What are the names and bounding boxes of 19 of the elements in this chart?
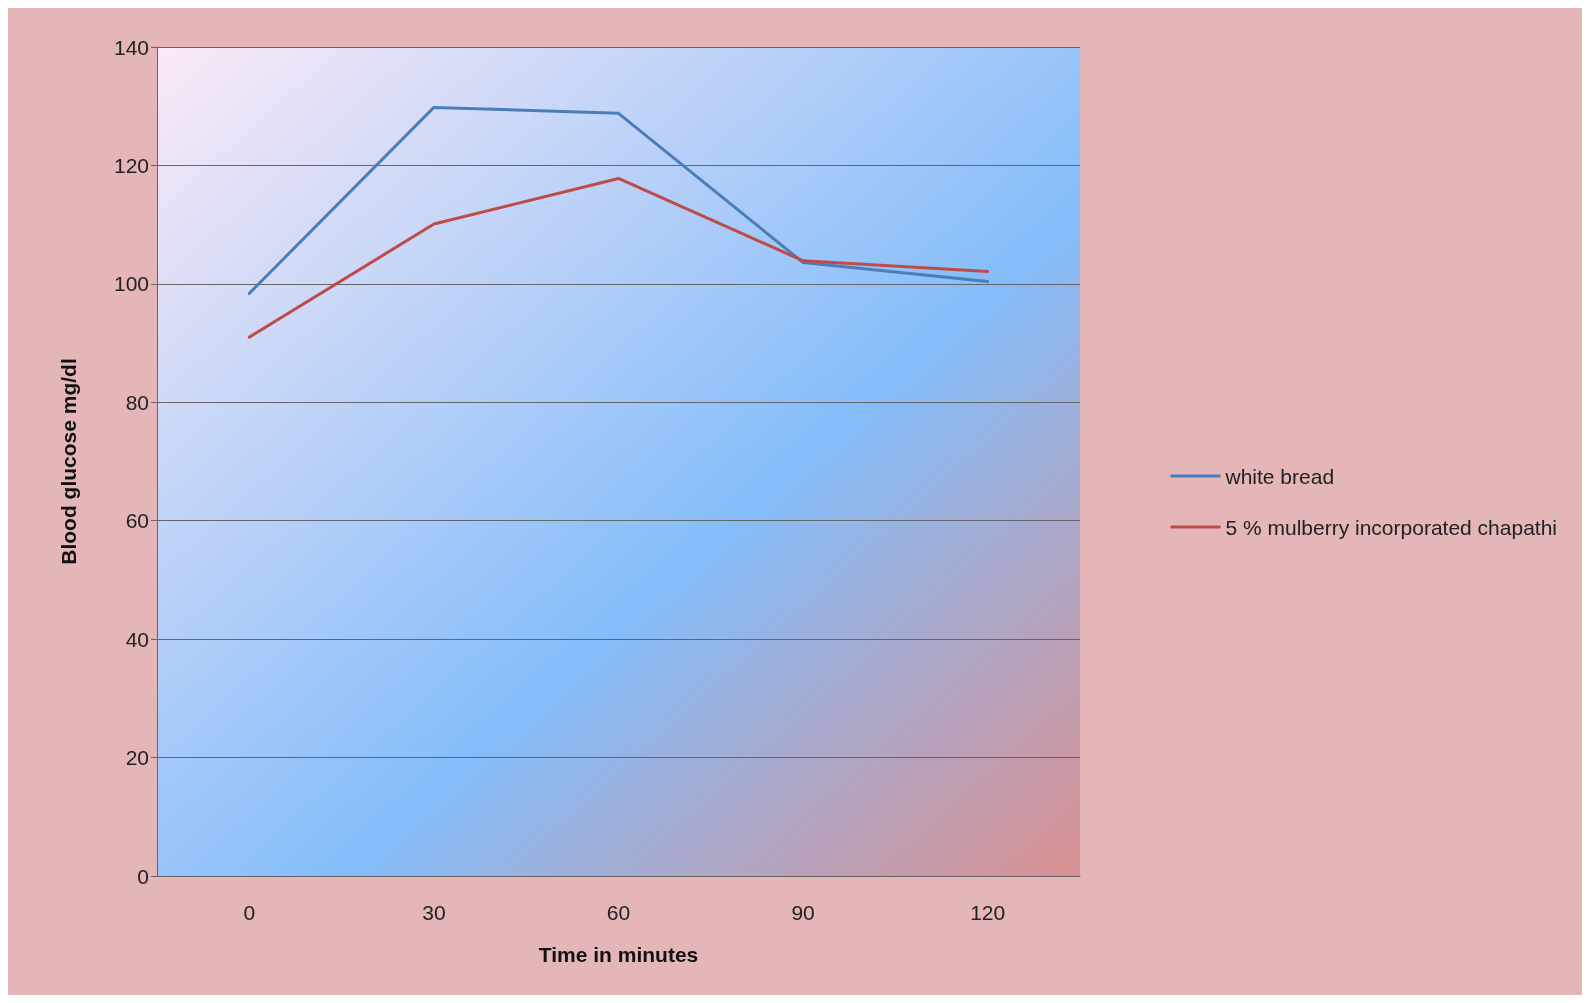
legend-label: white bread [1224, 464, 1335, 488]
x-tick-label: 30 [422, 901, 446, 924]
y-tick-label: 100 [113, 272, 149, 296]
legend-label: 5 % mulberry incorporated chapathi [1225, 515, 1558, 539]
y-tick-label: 20 [125, 746, 149, 770]
x-tick-label: 0 [243, 901, 256, 924]
y-tick-label: 140 [113, 35, 149, 59]
y-axis-title: Blood glucose mg/dl [57, 358, 80, 565]
x-tick-label: 120 [970, 901, 1006, 924]
x-axis-title: Time in minutes [538, 943, 699, 966]
y-tick-label: 80 [125, 390, 149, 414]
line-series [247, 105, 990, 295]
y-tick-label: 0 [137, 864, 149, 888]
x-tick-label: 90 [791, 901, 815, 924]
x-tick-label: 60 [606, 901, 631, 924]
line-series [247, 176, 990, 339]
y-tick-label: 40 [125, 627, 149, 651]
y-tick-label: 120 [113, 153, 149, 177]
y-tick-label: 60 [125, 509, 149, 533]
